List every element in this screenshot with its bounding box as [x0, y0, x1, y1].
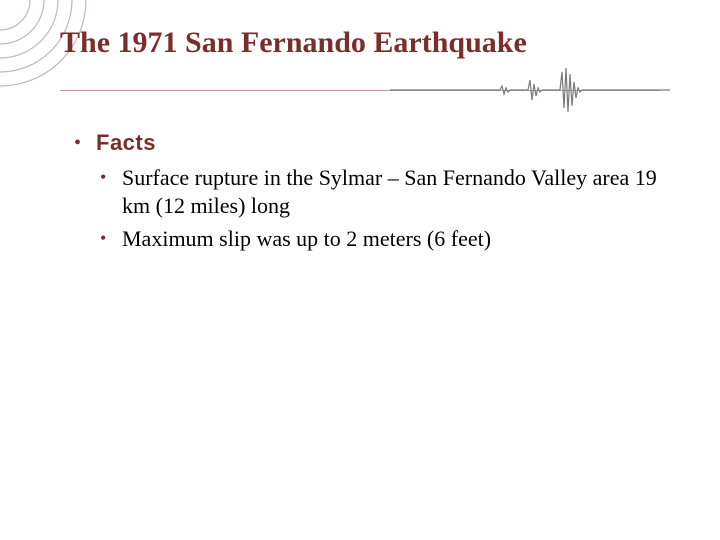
fact-item: Surface rupture in the Sylmar – San Fern…	[96, 164, 660, 219]
title-divider	[60, 90, 660, 91]
content-area: Facts Surface rupture in the Sylmar – Sa…	[70, 130, 660, 263]
bullet-list-level1: Facts Surface rupture in the Sylmar – Sa…	[70, 130, 660, 253]
fact-item: Maximum slip was up to 2 meters (6 feet)	[96, 225, 660, 253]
section-label: Facts	[96, 130, 156, 155]
slide: The 1971 San Fernando Earthquake Facts S…	[0, 0, 720, 540]
section-facts: Facts Surface rupture in the Sylmar – Sa…	[70, 130, 660, 253]
bullet-list-level2: Surface rupture in the Sylmar – San Fern…	[96, 164, 660, 253]
slide-title: The 1971 San Fernando Earthquake	[60, 26, 680, 60]
